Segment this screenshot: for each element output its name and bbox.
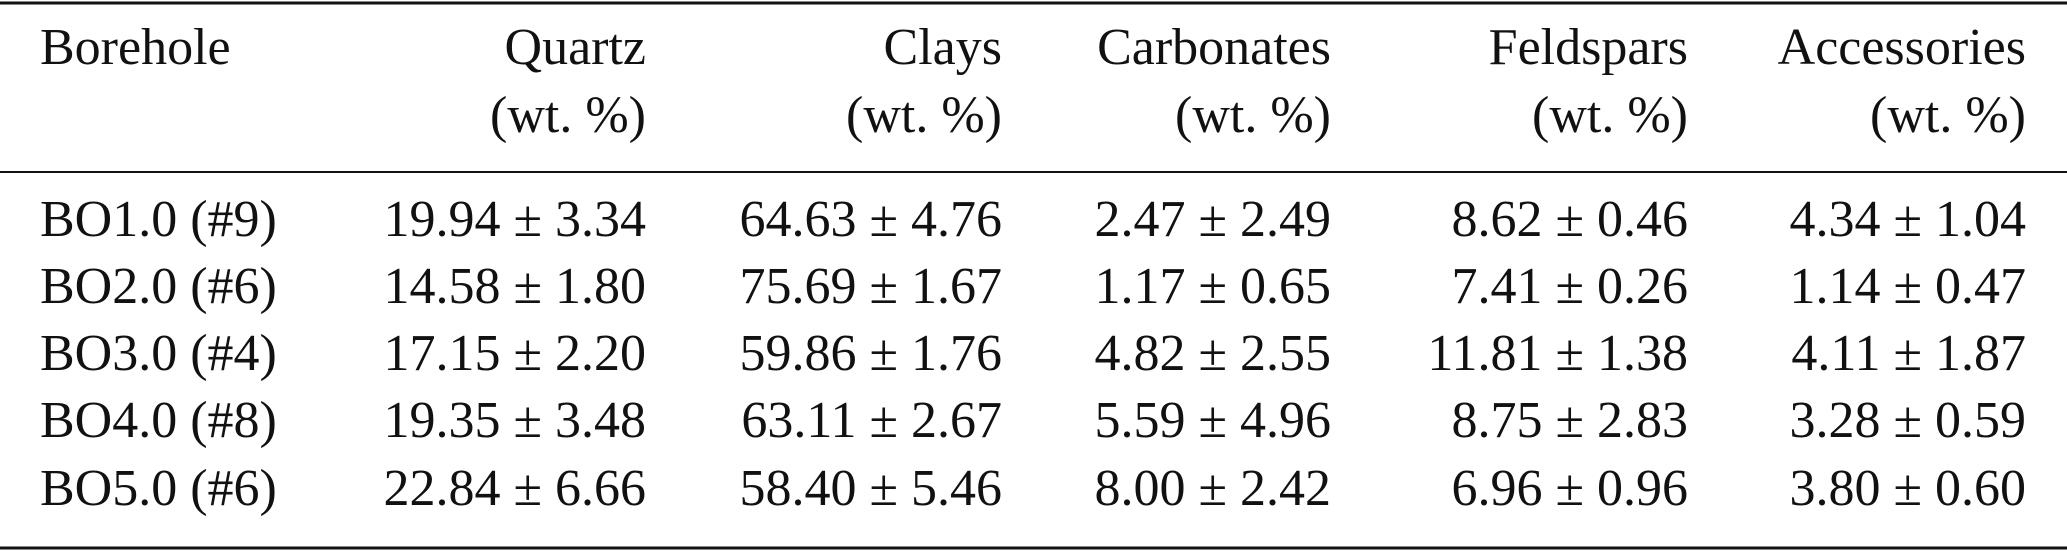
cell: 59.86 ± 1.76 bbox=[739, 325, 1002, 382]
cell: 1.14 ± 0.47 bbox=[1789, 258, 2026, 315]
cell: 5.59 ± 4.96 bbox=[1094, 392, 1331, 449]
cell: 2.47 ± 2.49 bbox=[1094, 191, 1331, 248]
cell: 58.40 ± 5.46 bbox=[739, 460, 1002, 517]
cell: 3.80 ± 0.60 bbox=[1789, 460, 2026, 517]
cell: 63.11 ± 2.67 bbox=[741, 392, 1002, 449]
column-header: Carbonates bbox=[1097, 19, 1331, 76]
column-unit: (wt. %) bbox=[490, 87, 646, 144]
row-label: BO4.0 (#8) bbox=[40, 392, 277, 449]
column-header: Accessories bbox=[1778, 19, 2026, 76]
cell: 7.41 ± 0.26 bbox=[1451, 258, 1688, 315]
cell: 75.69 ± 1.67 bbox=[739, 258, 1002, 315]
cell: 14.58 ± 1.80 bbox=[383, 258, 646, 315]
column-unit: (wt. %) bbox=[1870, 87, 2026, 144]
cell: 4.82 ± 2.55 bbox=[1094, 325, 1331, 382]
row-label: BO1.0 (#9) bbox=[40, 191, 277, 248]
cell: 64.63 ± 4.76 bbox=[739, 191, 1002, 248]
cell: 22.84 ± 6.66 bbox=[383, 460, 646, 517]
cell: 19.94 ± 3.34 bbox=[383, 191, 646, 248]
column-unit: (wt. %) bbox=[1532, 87, 1688, 144]
cell: 4.34 ± 1.04 bbox=[1789, 191, 2026, 248]
column-header: Feldspars bbox=[1489, 19, 1688, 76]
cell: 1.17 ± 0.65 bbox=[1094, 258, 1331, 315]
cell: 8.62 ± 0.46 bbox=[1451, 191, 1688, 248]
cell: 8.75 ± 2.83 bbox=[1451, 392, 1688, 449]
column-header: Quartz bbox=[505, 19, 646, 76]
column-header: Borehole bbox=[40, 19, 231, 76]
cell: 6.96 ± 0.96 bbox=[1451, 460, 1688, 517]
cell: 17.15 ± 2.20 bbox=[383, 325, 646, 382]
row-label: BO3.0 (#4) bbox=[40, 325, 277, 382]
cell: 4.11 ± 1.87 bbox=[1791, 325, 2026, 382]
cell: 11.81 ± 1.38 bbox=[1427, 325, 1688, 382]
cell: 3.28 ± 0.59 bbox=[1789, 392, 2026, 449]
cell: 19.35 ± 3.48 bbox=[383, 392, 646, 449]
row-label: BO5.0 (#6) bbox=[40, 460, 277, 517]
row-label: BO2.0 (#6) bbox=[40, 258, 277, 315]
column-unit: (wt. %) bbox=[846, 87, 1002, 144]
column-header: Clays bbox=[884, 19, 1002, 76]
column-unit: (wt. %) bbox=[1175, 87, 1331, 144]
cell: 8.00 ± 2.42 bbox=[1094, 460, 1331, 517]
